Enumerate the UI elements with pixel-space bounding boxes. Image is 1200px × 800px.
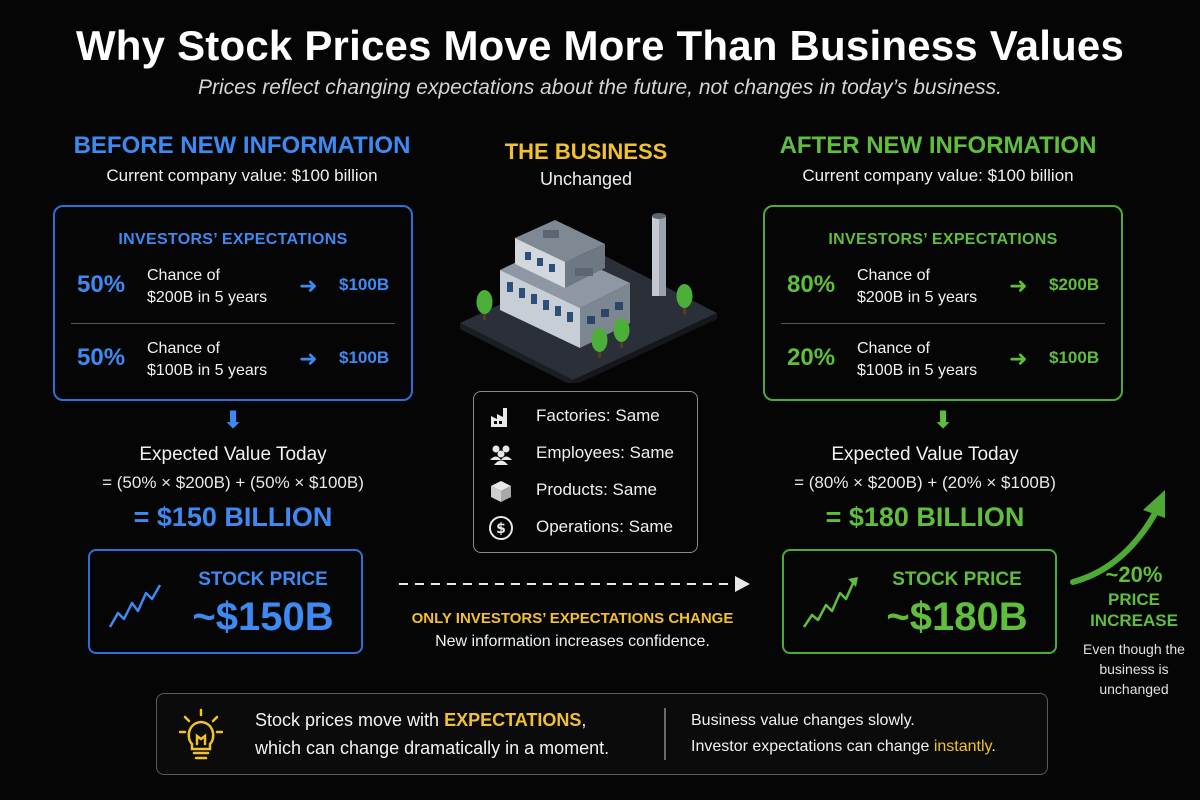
page-subtitle: Prices reflect changing expectations abo… [198,76,1002,99]
footer-text: Investor expectations can change [691,738,934,755]
business-fact-text: Employees: Same [536,443,674,462]
business-fact-text: Operations: Same [536,517,674,536]
business-status: Unchanged [539,169,633,189]
footer-text: . [991,738,996,755]
scenario-value: $100B [1049,348,1100,367]
divider [71,323,395,324]
stock-price-label: STOCK PRICE [198,569,328,590]
scenario-line-2: $200B in 5 years [147,289,268,306]
footer-left-line-1: Stock prices move with EXPECTATIONS, [255,706,609,734]
business-fact-text: Factories: Same [536,406,660,425]
increase-arrow-icon [1070,490,1165,585]
stock-price-value: ~$180B [886,595,1028,639]
before-expectations-box: INVESTORS’ EXPECTATIONS 50% Chance of $2… [53,205,413,401]
footer-emphasis: EXPECTATIONS [444,710,582,730]
scenario-line-2: $100B in 5 years [147,362,268,379]
scenario-probability: 50% [77,271,126,298]
after-expectations-title: INVESTORS’ EXPECTATIONS [828,231,1058,248]
after-scenario-1: 80% Chance of $200B in 5 years ➜ $200B [765,251,1121,323]
before-ev-result: = $150 BILLION [133,502,333,532]
lightbulb-icon [179,708,223,760]
summary-footer: Stock prices move with EXPECTATIONS, whi… [156,693,1048,775]
scenario-line-1: Chance of [857,267,930,284]
before-scenario-2: 50% Chance of $100B in 5 years ➜ $100B [55,324,411,396]
before-scenario-1: 50% Chance of $200B in 5 years ➜ $100B [55,251,411,323]
line-chart-icon [802,577,858,628]
increase-note-2: business is [1099,661,1169,677]
footer-right-text: Business value changes slowly. Investor … [691,708,996,760]
divider [781,323,1105,324]
scenario-line-2: $200B in 5 years [857,289,978,306]
footer-right-line-2: Investor expectations can change instant… [691,734,996,760]
scenario-value: $200B [1049,275,1100,294]
increase-label: PRICE INCREASE [1078,589,1190,631]
scenario-probability: 20% [787,344,836,371]
expectations-change-label: ONLY INVESTORS’ EXPECTATIONS CHANGE [411,610,734,627]
scenario-line-1: Chance of [147,267,220,284]
line-chart-icon [108,584,162,628]
scenario-value: $100B [339,348,390,367]
after-expectations-box: INVESTORS’ EXPECTATIONS 80% Chance of $2… [763,205,1123,401]
scenario-line-2: $100B in 5 years [857,362,978,379]
svg-text:$: $ [496,521,506,537]
business-heading: THE BUSINESS [504,139,668,164]
before-current-value: Current company value: $100 billion [106,166,378,185]
scenario-line-1: Chance of [857,340,930,357]
dashed-arrow-icon [399,576,750,592]
right-arrow-icon: ➜ [1009,273,1028,298]
scenario-probability: 80% [787,271,836,298]
footer-left-line-2: which can change dramatically in a momen… [255,738,610,758]
scenario-description: Chance of $100B in 5 years [147,338,267,382]
box-icon [491,481,511,502]
business-facts-list: Factories: Same Employees: Same Products… [473,391,698,553]
down-arrow-icon: ⬇ [222,407,244,434]
footer-emphasis: instantly [933,738,992,755]
before-stock-price-box: STOCK PRICE ~$150B [88,549,363,654]
right-arrow-icon: ➜ [299,273,318,298]
before-ev-formula: = (50% × $200B) + (50% × $100B) [102,473,364,492]
employees-icon [490,445,512,465]
before-ev-title: Expected Value Today [139,444,327,465]
footer-right-line-1: Business value changes slowly. [691,712,915,729]
after-ev-formula: = (80% × $200B) + (20% × $100B) [794,473,1056,492]
after-ev-result: = $180 BILLION [825,502,1025,532]
increase-note-1: Even though the [1083,641,1185,657]
after-scenario-2: 20% Chance of $100B in 5 years ➜ $100B [765,324,1121,396]
stock-price-value: ~$150B [192,595,334,639]
before-heading: BEFORE NEW INFORMATION [73,132,411,159]
increase-word-1: PRICE [1108,590,1160,609]
factory-icon [491,408,507,427]
right-arrow-icon: ➜ [299,346,318,371]
factory-building-illustration [460,213,717,383]
scenario-description: Chance of $200B in 5 years [857,265,977,309]
after-heading: AFTER NEW INFORMATION [779,132,1097,159]
page-title: Why Stock Prices Move More Than Business… [75,22,1125,69]
after-ev-title: Expected Value Today [831,444,1019,465]
scenario-description: Chance of $200B in 5 years [147,265,267,309]
increase-note: Even though the business is unchanged [1072,639,1196,699]
after-current-value: Current company value: $100 billion [802,166,1074,185]
footer-text: Stock prices move with [255,710,445,730]
scenario-line-1: Chance of [147,340,220,357]
right-arrow-icon: ➜ [1009,346,1028,371]
scenario-probability: 50% [77,344,126,371]
increase-percent: ~20% [1105,562,1163,587]
increase-word-2: INCREASE [1090,611,1178,630]
footer-left-text: Stock prices move with EXPECTATIONS, whi… [255,706,609,762]
after-stock-price-box: STOCK PRICE ~$180B [782,549,1057,654]
before-expectations-title: INVESTORS’ EXPECTATIONS [118,231,348,248]
footer-text: , [581,710,587,730]
stock-price-label: STOCK PRICE [892,569,1022,590]
business-fact-text: Products: Same [536,480,657,499]
down-arrow-icon: ⬇ [932,407,954,434]
footer-divider [664,708,666,760]
scenario-value: $100B [339,275,390,294]
expectations-change-sub: New information increases confidence. [435,633,710,650]
scenario-description: Chance of $100B in 5 years [857,338,977,382]
dollar-circle-icon: $ [489,516,513,540]
increase-note-3: unchanged [1099,681,1169,697]
